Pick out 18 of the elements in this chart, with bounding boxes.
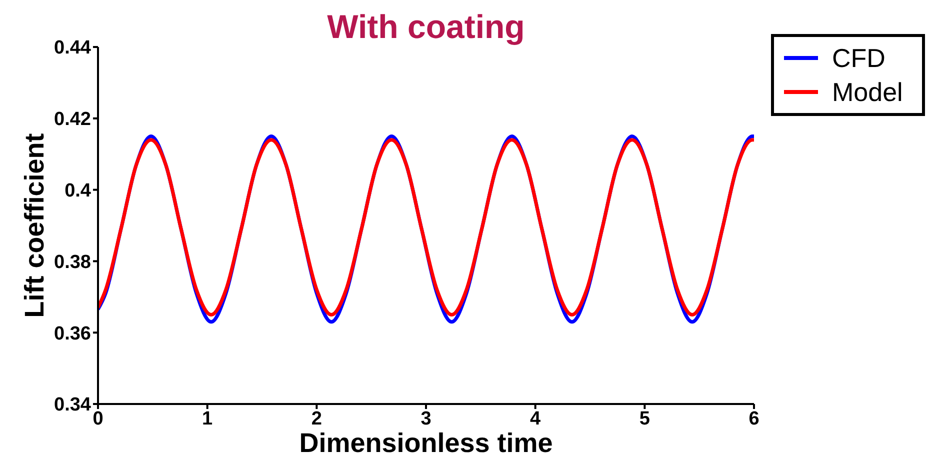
x-tick-label: 0 xyxy=(92,408,104,430)
y-tick-label: 0.44 xyxy=(54,38,92,59)
legend-label: CFD xyxy=(832,42,886,74)
x-tick-label: 4 xyxy=(530,408,542,430)
x-tick-label: 6 xyxy=(748,408,760,430)
legend-label: Model xyxy=(832,76,903,108)
x-tick-label: 1 xyxy=(202,408,214,430)
y-axis-title: Lift coefficient xyxy=(20,133,50,318)
y-tick-label: 0.34 xyxy=(54,394,92,416)
y-tick-label: 0.38 xyxy=(54,252,91,273)
y-tick-label: 0.36 xyxy=(54,323,91,344)
y-tick-label: 0.4 xyxy=(64,180,92,202)
x-tick-label: 3 xyxy=(420,408,432,430)
chart-title: With coating xyxy=(326,8,526,46)
x-tick-label: 5 xyxy=(639,408,650,430)
x-axis-title: Dimensionless time xyxy=(299,428,553,458)
y-tick-label: 0.42 xyxy=(54,109,91,130)
x-tick-label: 2 xyxy=(311,408,322,430)
